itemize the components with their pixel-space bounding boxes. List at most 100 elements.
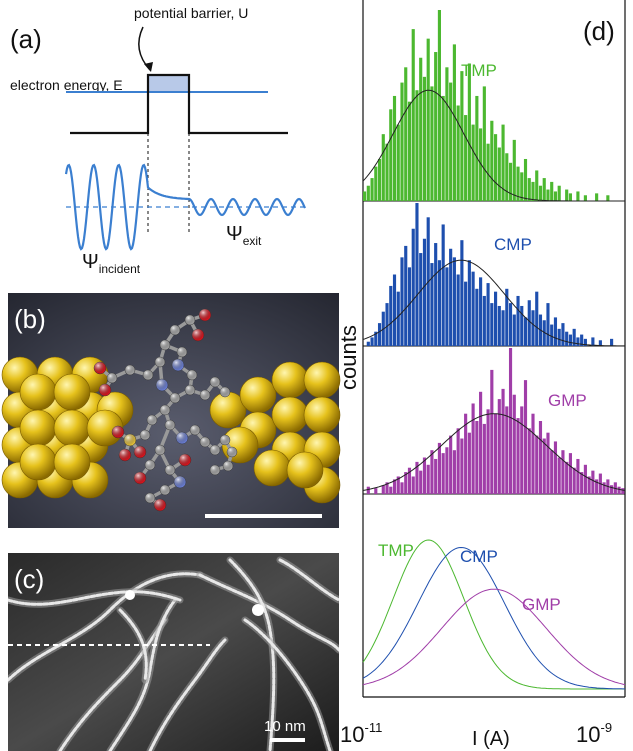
hist-bar-gmp bbox=[430, 450, 434, 494]
y-axis-label: counts bbox=[336, 325, 361, 390]
hist-bar-tmp bbox=[576, 191, 580, 201]
atom-highlight bbox=[192, 329, 204, 341]
bright-spot bbox=[125, 590, 135, 600]
hist-bar-gmp bbox=[392, 479, 397, 494]
atom-highlight bbox=[134, 472, 146, 484]
hist-bar-tmp bbox=[407, 101, 412, 201]
atom-highlight bbox=[165, 465, 175, 475]
hist-bar-tmp bbox=[531, 181, 535, 201]
hist-bar-gmp bbox=[497, 399, 501, 494]
hist-bar-cmp bbox=[508, 303, 513, 346]
x-tick-left: 10-11 bbox=[340, 720, 382, 747]
hist-bar-tmp bbox=[508, 162, 513, 201]
legend-label-gmp: GMP bbox=[522, 595, 561, 614]
hist-bar-gmp bbox=[381, 485, 385, 494]
hist-bar-cmp bbox=[389, 285, 393, 346]
hist-bar-gmp bbox=[407, 467, 412, 494]
hist-bar-cmp bbox=[430, 263, 434, 346]
hist-bar-cmp bbox=[598, 340, 602, 346]
hist-bar-tmp bbox=[505, 153, 509, 201]
hist-bar-cmp bbox=[520, 305, 524, 346]
hist-bar-gmp bbox=[419, 470, 423, 494]
panel-d: (d) TMP CMP GMP TMP CMP GMP counts I (A)… bbox=[336, 0, 626, 750]
peptide-molecule bbox=[93, 308, 238, 512]
atom-highlight bbox=[143, 370, 153, 380]
hist-bar-gmp bbox=[460, 438, 464, 494]
panel-c: (c) 10 nm bbox=[8, 553, 339, 751]
gold-atom bbox=[303, 396, 341, 434]
hist-bar-tmp bbox=[389, 109, 393, 201]
atom-highlight bbox=[125, 365, 135, 375]
hist-bar-cmp bbox=[400, 257, 404, 346]
hist-bar-gmp bbox=[479, 391, 483, 494]
hist-bar-tmp bbox=[520, 172, 524, 201]
hist-bar-tmp bbox=[542, 178, 546, 201]
gold-atom bbox=[19, 373, 57, 411]
hist-bar-gmp bbox=[404, 472, 408, 494]
hist-bar-cmp bbox=[460, 240, 464, 346]
panel-a: (a) potential barrier, U electron energy… bbox=[10, 5, 307, 276]
hist-bar-tmp bbox=[381, 134, 385, 201]
hist-bar-tmp bbox=[441, 95, 445, 201]
hist-bar-gmp bbox=[400, 482, 404, 494]
atom-highlight bbox=[170, 393, 180, 403]
panel-b: (b) bbox=[1, 293, 341, 528]
hist-bar-cmp bbox=[550, 324, 554, 346]
hist-bar-tmp bbox=[527, 178, 531, 201]
hist-bar-gmp bbox=[542, 438, 546, 494]
gold-atom bbox=[253, 449, 291, 487]
hist-bar-gmp bbox=[587, 476, 591, 494]
histograms bbox=[363, 10, 625, 494]
atom-highlight bbox=[185, 385, 195, 395]
psi-exit-label: Ψexit bbox=[226, 223, 262, 248]
hist-bar-tmp bbox=[523, 158, 528, 201]
hist-bar-cmp bbox=[497, 305, 501, 346]
hist-bar-gmp bbox=[415, 461, 419, 494]
hist-bar-tmp bbox=[550, 181, 554, 201]
atom-highlight bbox=[190, 425, 200, 435]
hist-bar-cmp bbox=[434, 243, 438, 346]
hist-bar-gmp bbox=[561, 450, 565, 494]
barrier-fill bbox=[147, 74, 190, 93]
panel-c-label: (c) bbox=[14, 564, 44, 594]
atom-highlight bbox=[99, 384, 111, 396]
hist-bar-tmp bbox=[426, 38, 430, 202]
gold-atom bbox=[53, 409, 91, 447]
hist-bar-cmp bbox=[490, 303, 494, 346]
hist-bar-tmp bbox=[568, 193, 572, 201]
hist-bar-cmp bbox=[523, 317, 528, 346]
atom-highlight bbox=[176, 432, 188, 444]
atom-highlight bbox=[94, 362, 106, 374]
x-axis-label: I (A) bbox=[472, 728, 510, 750]
hist-bar-tmp bbox=[366, 185, 370, 201]
atom-highlight bbox=[112, 426, 124, 438]
hist-bar-cmp bbox=[501, 310, 505, 346]
atom-highlight bbox=[179, 454, 191, 466]
gold-atom bbox=[53, 373, 91, 411]
hist-bar-cmp bbox=[437, 260, 441, 346]
hist-bar-gmp bbox=[610, 485, 614, 494]
hist-bar-gmp bbox=[374, 488, 378, 494]
hist-bar-cmp bbox=[385, 303, 389, 346]
hist-bar-cmp bbox=[475, 288, 479, 346]
hist-bar-tmp bbox=[501, 124, 505, 201]
dna-strand bbox=[58, 618, 167, 751]
hist-bar-gmp bbox=[494, 413, 498, 494]
hist-bar-gmp bbox=[531, 413, 535, 494]
hist-bar-cmp bbox=[505, 288, 509, 346]
hist-bar-tmp bbox=[415, 90, 419, 201]
hist-bar-tmp bbox=[482, 86, 486, 201]
atom-highlight bbox=[155, 357, 165, 367]
dna-strands bbox=[8, 556, 339, 751]
wavefunction-curve bbox=[64, 163, 307, 251]
hist-bar-tmp bbox=[467, 63, 471, 202]
atom-highlight bbox=[199, 309, 211, 321]
hist-bar-gmp bbox=[475, 421, 479, 494]
hist-bar-cmp bbox=[464, 281, 468, 346]
hist-bar-cmp bbox=[467, 260, 471, 346]
dna-strand bbox=[148, 638, 227, 751]
hist-bar-gmp bbox=[535, 435, 539, 494]
hist-bar-tmp bbox=[422, 76, 427, 201]
hist-bar-gmp bbox=[595, 479, 599, 494]
hist-bar-gmp bbox=[553, 441, 558, 494]
